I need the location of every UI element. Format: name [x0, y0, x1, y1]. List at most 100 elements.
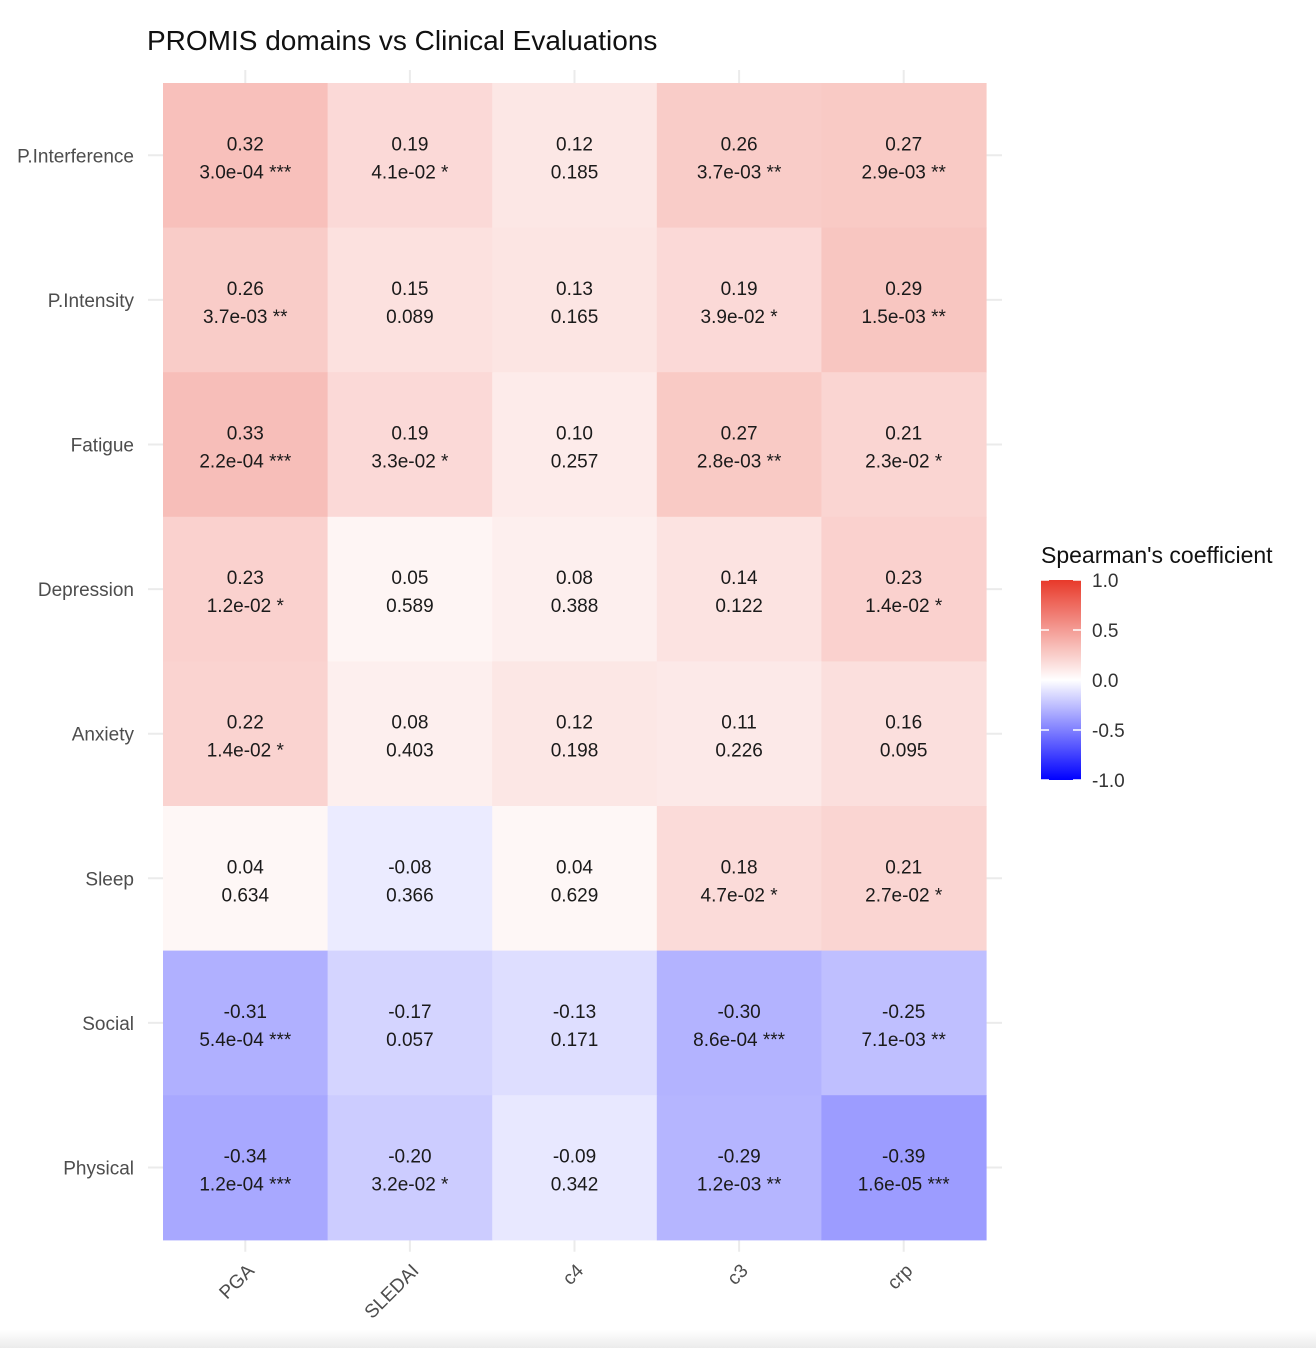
cell-pvalue-label: 1.2e-02 * [207, 596, 285, 617]
cell-coefficient-label: 0.12 [556, 713, 593, 734]
heatmap-cell [656, 372, 822, 518]
heatmap-cell [163, 516, 329, 662]
cell-pvalue-label: 0.629 [551, 885, 599, 906]
legend-tick-label: 0.0 [1092, 671, 1118, 692]
heatmap-tiles [163, 83, 987, 1241]
heatmap-cell [163, 372, 329, 518]
heatmap-cell [656, 950, 822, 1096]
heatmap-cell [492, 661, 658, 807]
cell-pvalue-label: 0.095 [880, 741, 928, 762]
heatmap-cell [656, 806, 822, 952]
cell-pvalue-label: 2.7e-02 * [865, 885, 943, 906]
cell-coefficient-label: 0.26 [227, 279, 264, 300]
cell-coefficient-label: -0.20 [388, 1147, 431, 1168]
cell-pvalue-label: 2.2e-04 *** [199, 452, 292, 473]
cell-coefficient-label: 0.11 [721, 713, 757, 734]
y-tick-label: Depression [38, 580, 134, 601]
cell-pvalue-label: 0.388 [551, 596, 599, 617]
cell-pvalue-label: 1.5e-03 ** [861, 307, 946, 328]
cell-coefficient-label: -0.17 [388, 1002, 431, 1023]
cell-pvalue-label: 3.3e-02 * [371, 452, 449, 473]
bottom-edge [0, 1330, 1316, 1348]
y-tick-label: P.Interference [17, 146, 134, 167]
cell-coefficient-label: 0.19 [391, 424, 428, 445]
heatmap-cell [327, 950, 493, 1096]
x-tick-label: c3 [724, 1260, 753, 1289]
legend-tick-label: 0.5 [1092, 621, 1118, 642]
cell-pvalue-label: 0.403 [386, 741, 434, 762]
heatmap-cell [656, 516, 822, 662]
cell-coefficient-label: -0.39 [882, 1147, 925, 1168]
heatmap-cell [327, 806, 493, 952]
heatmap-cell [327, 227, 493, 373]
y-tick-label: Anxiety [72, 725, 135, 746]
cell-pvalue-label: 3.2e-02 * [371, 1175, 449, 1196]
cell-pvalue-label: 2.9e-03 ** [861, 162, 946, 183]
cell-pvalue-label: 7.1e-03 ** [861, 1030, 946, 1051]
cell-coefficient-label: -0.34 [224, 1147, 268, 1168]
cell-labels: 0.32 3.0e-04 *** 0.19 4.1e-02 * 0.12 0.185 0.2… [199, 134, 950, 1195]
heatmap-cell [163, 1095, 329, 1241]
cell-pvalue-label: 0.589 [386, 596, 434, 617]
cell-pvalue-label: 3.7e-03 ** [203, 307, 288, 328]
cell-coefficient-label: 0.22 [227, 713, 264, 734]
cell-pvalue-label: 0.185 [551, 162, 599, 183]
heatmap-cell [163, 227, 329, 373]
y-tick-label: Sleep [85, 869, 134, 890]
cell-coefficient-label: -0.08 [388, 857, 431, 878]
cell-coefficient-label: 0.19 [391, 134, 428, 155]
cell-pvalue-label: 0.171 [551, 1030, 599, 1051]
cell-pvalue-label: 1.2e-03 ** [697, 1175, 782, 1196]
cell-pvalue-label: 0.198 [551, 741, 599, 762]
cell-pvalue-label: 3.0e-04 *** [199, 162, 292, 183]
cell-pvalue-label: 0.257 [551, 452, 599, 473]
heatmap-cell [656, 83, 822, 229]
color-legend: Spearman's coefficient 1.0 0.5 0.0 -0.5 -1.0 [1041, 542, 1273, 792]
cell-pvalue-label: 0.342 [551, 1175, 599, 1196]
cell-coefficient-label: 0.13 [556, 279, 593, 300]
legend-title: Spearman's coefficient [1041, 542, 1273, 568]
cell-pvalue-label: 0.165 [551, 307, 599, 328]
cell-coefficient-label: 0.08 [391, 713, 428, 734]
heatmap-cell [327, 372, 493, 518]
cell-coefficient-label: -0.30 [717, 1002, 760, 1023]
heatmap-cell [163, 83, 329, 229]
heatmap-cell [327, 83, 493, 229]
cell-pvalue-label: 2.8e-03 ** [697, 452, 782, 473]
y-tick-label: Social [82, 1014, 134, 1035]
heatmap-cell [492, 950, 658, 1096]
cell-coefficient-label: 0.19 [721, 279, 758, 300]
cell-pvalue-label: 2.3e-02 * [865, 452, 943, 473]
heatmap-cell [656, 227, 822, 373]
heatmap-cell [327, 1095, 493, 1241]
heatmap-cell [163, 950, 329, 1096]
cell-pvalue-label: 4.1e-02 * [371, 162, 449, 183]
cell-pvalue-label: 3.7e-03 ** [697, 162, 782, 183]
heatmap-cell [163, 806, 329, 952]
cell-pvalue-label: 0.122 [715, 596, 763, 617]
cell-pvalue-label: 1.6e-05 *** [858, 1175, 951, 1196]
cell-pvalue-label: 5.4e-04 *** [199, 1030, 292, 1051]
cell-pvalue-label: 1.4e-02 * [207, 741, 285, 762]
heatmap-cell [821, 227, 987, 373]
cell-coefficient-label: 0.08 [556, 568, 593, 589]
cell-coefficient-label: 0.18 [721, 857, 758, 878]
x-tick-label: crp [884, 1260, 918, 1294]
cell-coefficient-label: 0.27 [721, 424, 758, 445]
cell-coefficient-label: 0.05 [391, 568, 428, 589]
heatmap-cell [821, 661, 987, 807]
cell-coefficient-label: 0.15 [391, 279, 428, 300]
cell-pvalue-label: 0.366 [386, 885, 434, 906]
heatmap-cell [492, 372, 658, 518]
cell-coefficient-label: -0.09 [553, 1147, 596, 1168]
cell-coefficient-label: 0.04 [556, 857, 593, 878]
heatmap-cell [492, 1095, 658, 1241]
heatmap-cell [492, 806, 658, 952]
cell-pvalue-label: 4.7e-02 * [701, 885, 779, 906]
cell-coefficient-label: 0.16 [885, 713, 922, 734]
cell-coefficient-label: 0.29 [885, 279, 922, 300]
cell-coefficient-label: -0.25 [882, 1002, 925, 1023]
heatmap-cell [656, 1095, 822, 1241]
cell-pvalue-label: 8.6e-04 *** [693, 1030, 786, 1051]
cell-coefficient-label: -0.13 [553, 1002, 596, 1023]
